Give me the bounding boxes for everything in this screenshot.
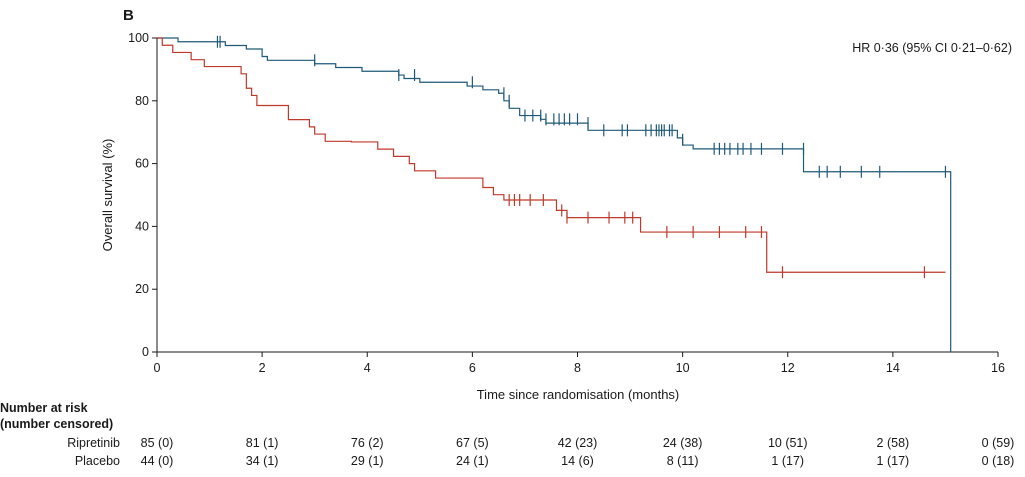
y-tick-label: 40 — [135, 219, 149, 233]
risk-cell-placebo: 14 (6) — [561, 454, 594, 468]
risk-cell-placebo: 8 (11) — [667, 454, 699, 468]
y-ticks: 0 20 40 60 80 100 — [128, 31, 157, 359]
risk-cell-ripretinib: 10 (51) — [768, 436, 808, 450]
y-tick-label: 0 — [142, 345, 149, 359]
risk-row-label-placebo: Placebo — [75, 454, 120, 468]
risk-cell-ripretinib: 85 (0) — [141, 436, 174, 450]
risk-cell-placebo: 24 (1) — [456, 454, 489, 468]
panel-label: B — [123, 7, 134, 24]
risk-row-label-ripretinib: Ripretinib — [67, 436, 120, 450]
risk-cell-ripretinib: 2 (58) — [877, 436, 910, 450]
risk-cell-ripretinib: 67 (5) — [456, 436, 489, 450]
y-tick-label: 80 — [135, 94, 149, 108]
x-ticks: 0 2 4 6 8 10 12 14 16 — [154, 352, 1005, 375]
risk-table-subtitle: (number censored) — [0, 417, 113, 431]
risk-cell-placebo: 0 (18) — [982, 454, 1015, 468]
x-tick-label: 2 — [259, 361, 266, 375]
axes — [156, 38, 998, 353]
x-axis-label: Time since randomisation (months) — [477, 387, 680, 402]
hazard-ratio-annotation: HR 0·36 (95% CI 0·21–0·62) — [852, 41, 1012, 55]
risk-cell-ripretinib: 0 (59) — [982, 436, 1015, 450]
x-tick-label: 8 — [574, 361, 581, 375]
risk-cell-placebo: 44 (0) — [141, 454, 174, 468]
risk-cell-placebo: 29 (1) — [351, 454, 384, 468]
x-tick-label: 6 — [469, 361, 476, 375]
x-tick-label: 16 — [991, 361, 1005, 375]
risk-cell-placebo: 1 (17) — [771, 454, 804, 468]
risk-cell-ripretinib: 81 (1) — [246, 436, 279, 450]
risk-table: Number at risk (number censored) Ripreti… — [0, 401, 1014, 468]
x-tick-label: 14 — [886, 361, 900, 375]
placebo-survival-curve — [157, 37, 946, 273]
risk-cell-placebo: 1 (17) — [877, 454, 910, 468]
series-layer — [157, 35, 952, 352]
y-tick-label: 20 — [135, 282, 149, 296]
risk-rows: Ripretinib 85 (0) 81 (1) 76 (2) 67 (5) 42 (23… — [67, 436, 1014, 468]
x-tick-label: 0 — [154, 361, 161, 375]
y-tick-label: 100 — [128, 31, 149, 45]
risk-cell-ripretinib: 24 (38) — [663, 436, 703, 450]
x-tick-label: 4 — [364, 361, 371, 375]
risk-table-title: Number at risk — [0, 401, 88, 415]
y-tick-label: 60 — [135, 157, 149, 171]
x-tick-label: 12 — [781, 361, 795, 375]
x-tick-label: 10 — [676, 361, 690, 375]
risk-cell-ripretinib: 42 (23) — [558, 436, 598, 450]
y-axis-label: Overall survival (%) — [100, 139, 115, 252]
risk-cell-placebo: 34 (1) — [246, 454, 279, 468]
ripretinib-survival-curve — [157, 37, 952, 352]
risk-cell-ripretinib: 76 (2) — [351, 436, 384, 450]
